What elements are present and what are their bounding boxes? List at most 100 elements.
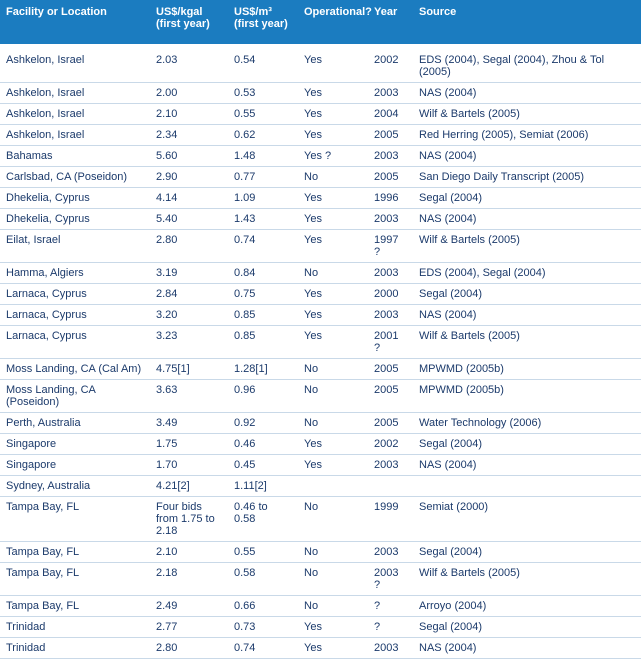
table-row: Sydney, Australia4.21[2]1.11[2] — [0, 476, 641, 497]
table-cell: 2003 — [368, 455, 413, 476]
table-cell: Yes — [298, 326, 368, 359]
col-facility: Facility or Location — [0, 0, 150, 45]
table-cell: Tampa Bay, FL — [0, 563, 150, 596]
table-cell: 1996 — [368, 188, 413, 209]
table-cell: 2003 ? — [368, 563, 413, 596]
table-cell: 3.63 — [150, 380, 228, 413]
table-cell: Segal (2004) — [413, 434, 641, 455]
table-cell: No — [298, 359, 368, 380]
table-cell: Sydney, Australia — [0, 476, 150, 497]
table-row: Dhekelia, Cyprus5.401.43Yes2003NAS (2004… — [0, 209, 641, 230]
table-row: Moss Landing, CA (Cal Am)4.75[1]1.28[1]N… — [0, 359, 641, 380]
table-cell: Wilf & Bartels (2005) — [413, 104, 641, 125]
table-cell: 0.74 — [228, 638, 298, 659]
table-cell: Eilat, Israel — [0, 230, 150, 263]
table-row: Ashkelon, Israel2.030.54Yes2002EDS (2004… — [0, 45, 641, 83]
table-cell: Wilf & Bartels (2005) — [413, 563, 641, 596]
table-cell: Four bids from 1.75 to 2.18 — [150, 497, 228, 542]
table-row: Ashkelon, Israel2.340.62Yes2005Red Herri… — [0, 125, 641, 146]
table-cell: 1997 ? — [368, 230, 413, 263]
table-row: Larnaca, Cyprus3.230.85Yes2001 ?Wilf & B… — [0, 326, 641, 359]
table-cell: Bahamas — [0, 146, 150, 167]
col-year: Year — [368, 0, 413, 45]
table-cell: 1.48 — [228, 146, 298, 167]
table-cell: Dhekelia, Cyprus — [0, 209, 150, 230]
table-cell: EDS (2004), Segal (2004), Zhou & Tol (20… — [413, 45, 641, 83]
table-cell: Tampa Bay, FL — [0, 596, 150, 617]
table-cell: No — [298, 380, 368, 413]
table-row: Tampa Bay, FL2.100.55No2003Segal (2004) — [0, 542, 641, 563]
table-row: Dhekelia, Cyprus4.141.09Yes1996Segal (20… — [0, 188, 641, 209]
table-cell: 0.62 — [228, 125, 298, 146]
table-cell: 2003 — [368, 209, 413, 230]
table-cell: 0.66 — [228, 596, 298, 617]
table-cell: Wilf & Bartels (2005) — [413, 326, 641, 359]
table-cell: 2.80 — [150, 638, 228, 659]
table-row: Trinidad2.770.73Yes?Segal (2004) — [0, 617, 641, 638]
table-cell: 2002 — [368, 45, 413, 83]
table-cell: Larnaca, Cyprus — [0, 284, 150, 305]
table-cell: 0.96 — [228, 380, 298, 413]
table-cell: Singapore — [0, 434, 150, 455]
table-cell: Yes — [298, 230, 368, 263]
table-cell: MPWMD (2005b) — [413, 380, 641, 413]
table-cell: NAS (2004) — [413, 146, 641, 167]
table-cell: 2003 — [368, 146, 413, 167]
table-cell: 0.55 — [228, 104, 298, 125]
table-cell: NAS (2004) — [413, 209, 641, 230]
table-cell: No — [298, 596, 368, 617]
table-cell: 0.84 — [228, 263, 298, 284]
table-cell: 2002 — [368, 434, 413, 455]
table-cell: Tampa Bay, FL — [0, 542, 150, 563]
table-cell: Segal (2004) — [413, 188, 641, 209]
table-cell: Larnaca, Cyprus — [0, 326, 150, 359]
table-row: Tampa Bay, FLFour bids from 1.75 to 2.18… — [0, 497, 641, 542]
table-cell — [298, 476, 368, 497]
table-cell: NAS (2004) — [413, 83, 641, 104]
table-row: Tampa Bay, FL2.490.66No?Arroyo (2004) — [0, 596, 641, 617]
table-cell: No — [298, 263, 368, 284]
table-cell: Yes — [298, 209, 368, 230]
table-cell: 3.23 — [150, 326, 228, 359]
table-cell: NAS (2004) — [413, 638, 641, 659]
table-cell: 2.00 — [150, 83, 228, 104]
table-cell: Dhekelia, Cyprus — [0, 188, 150, 209]
table-cell: 0.73 — [228, 617, 298, 638]
table-cell: No — [298, 542, 368, 563]
table-cell: 2003 — [368, 638, 413, 659]
table-cell: Yes — [298, 434, 368, 455]
table-cell: Semiat (2000) — [413, 497, 641, 542]
table-row: Eilat, Israel2.800.74Yes1997 ?Wilf & Bar… — [0, 230, 641, 263]
table-row: Singapore1.700.45Yes2003NAS (2004) — [0, 455, 641, 476]
table-row: Larnaca, Cyprus3.200.85Yes2003NAS (2004) — [0, 305, 641, 326]
table-cell: EDS (2004), Segal (2004) — [413, 263, 641, 284]
table-cell: 3.20 — [150, 305, 228, 326]
table-cell: 1.09 — [228, 188, 298, 209]
table-cell: Yes — [298, 638, 368, 659]
table-cell: 0.75 — [228, 284, 298, 305]
table-cell: Red Herring (2005), Semiat (2006) — [413, 125, 641, 146]
table-cell: Ashkelon, Israel — [0, 83, 150, 104]
table-cell: 0.85 — [228, 305, 298, 326]
table-cell: NAS (2004) — [413, 305, 641, 326]
table-row: Hamma, Algiers3.190.84No2003EDS (2004), … — [0, 263, 641, 284]
table-row: Singapore1.750.46Yes2002Segal (2004) — [0, 434, 641, 455]
table-cell: Moss Landing, CA (Poseidon) — [0, 380, 150, 413]
table-cell: Ashkelon, Israel — [0, 45, 150, 83]
table-cell: 0.74 — [228, 230, 298, 263]
col-source: Source — [413, 0, 641, 45]
table-cell: Carlsbad, CA (Poseidon) — [0, 167, 150, 188]
table-cell: Yes — [298, 455, 368, 476]
table-cell: 0.54 — [228, 45, 298, 83]
table-cell: Trinidad — [0, 617, 150, 638]
table-cell — [368, 476, 413, 497]
table-cell: ? — [368, 596, 413, 617]
table-row: Larnaca, Cyprus2.840.75Yes2000Segal (200… — [0, 284, 641, 305]
table-cell: 2000 — [368, 284, 413, 305]
table-cell: 1.28[1] — [228, 359, 298, 380]
table-cell: Tampa Bay, FL — [0, 497, 150, 542]
table-row: Tampa Bay, FL2.180.58No2003 ?Wilf & Bart… — [0, 563, 641, 596]
table-cell: 2.18 — [150, 563, 228, 596]
table-cell: Hamma, Algiers — [0, 263, 150, 284]
table-cell: 0.46 — [228, 434, 298, 455]
